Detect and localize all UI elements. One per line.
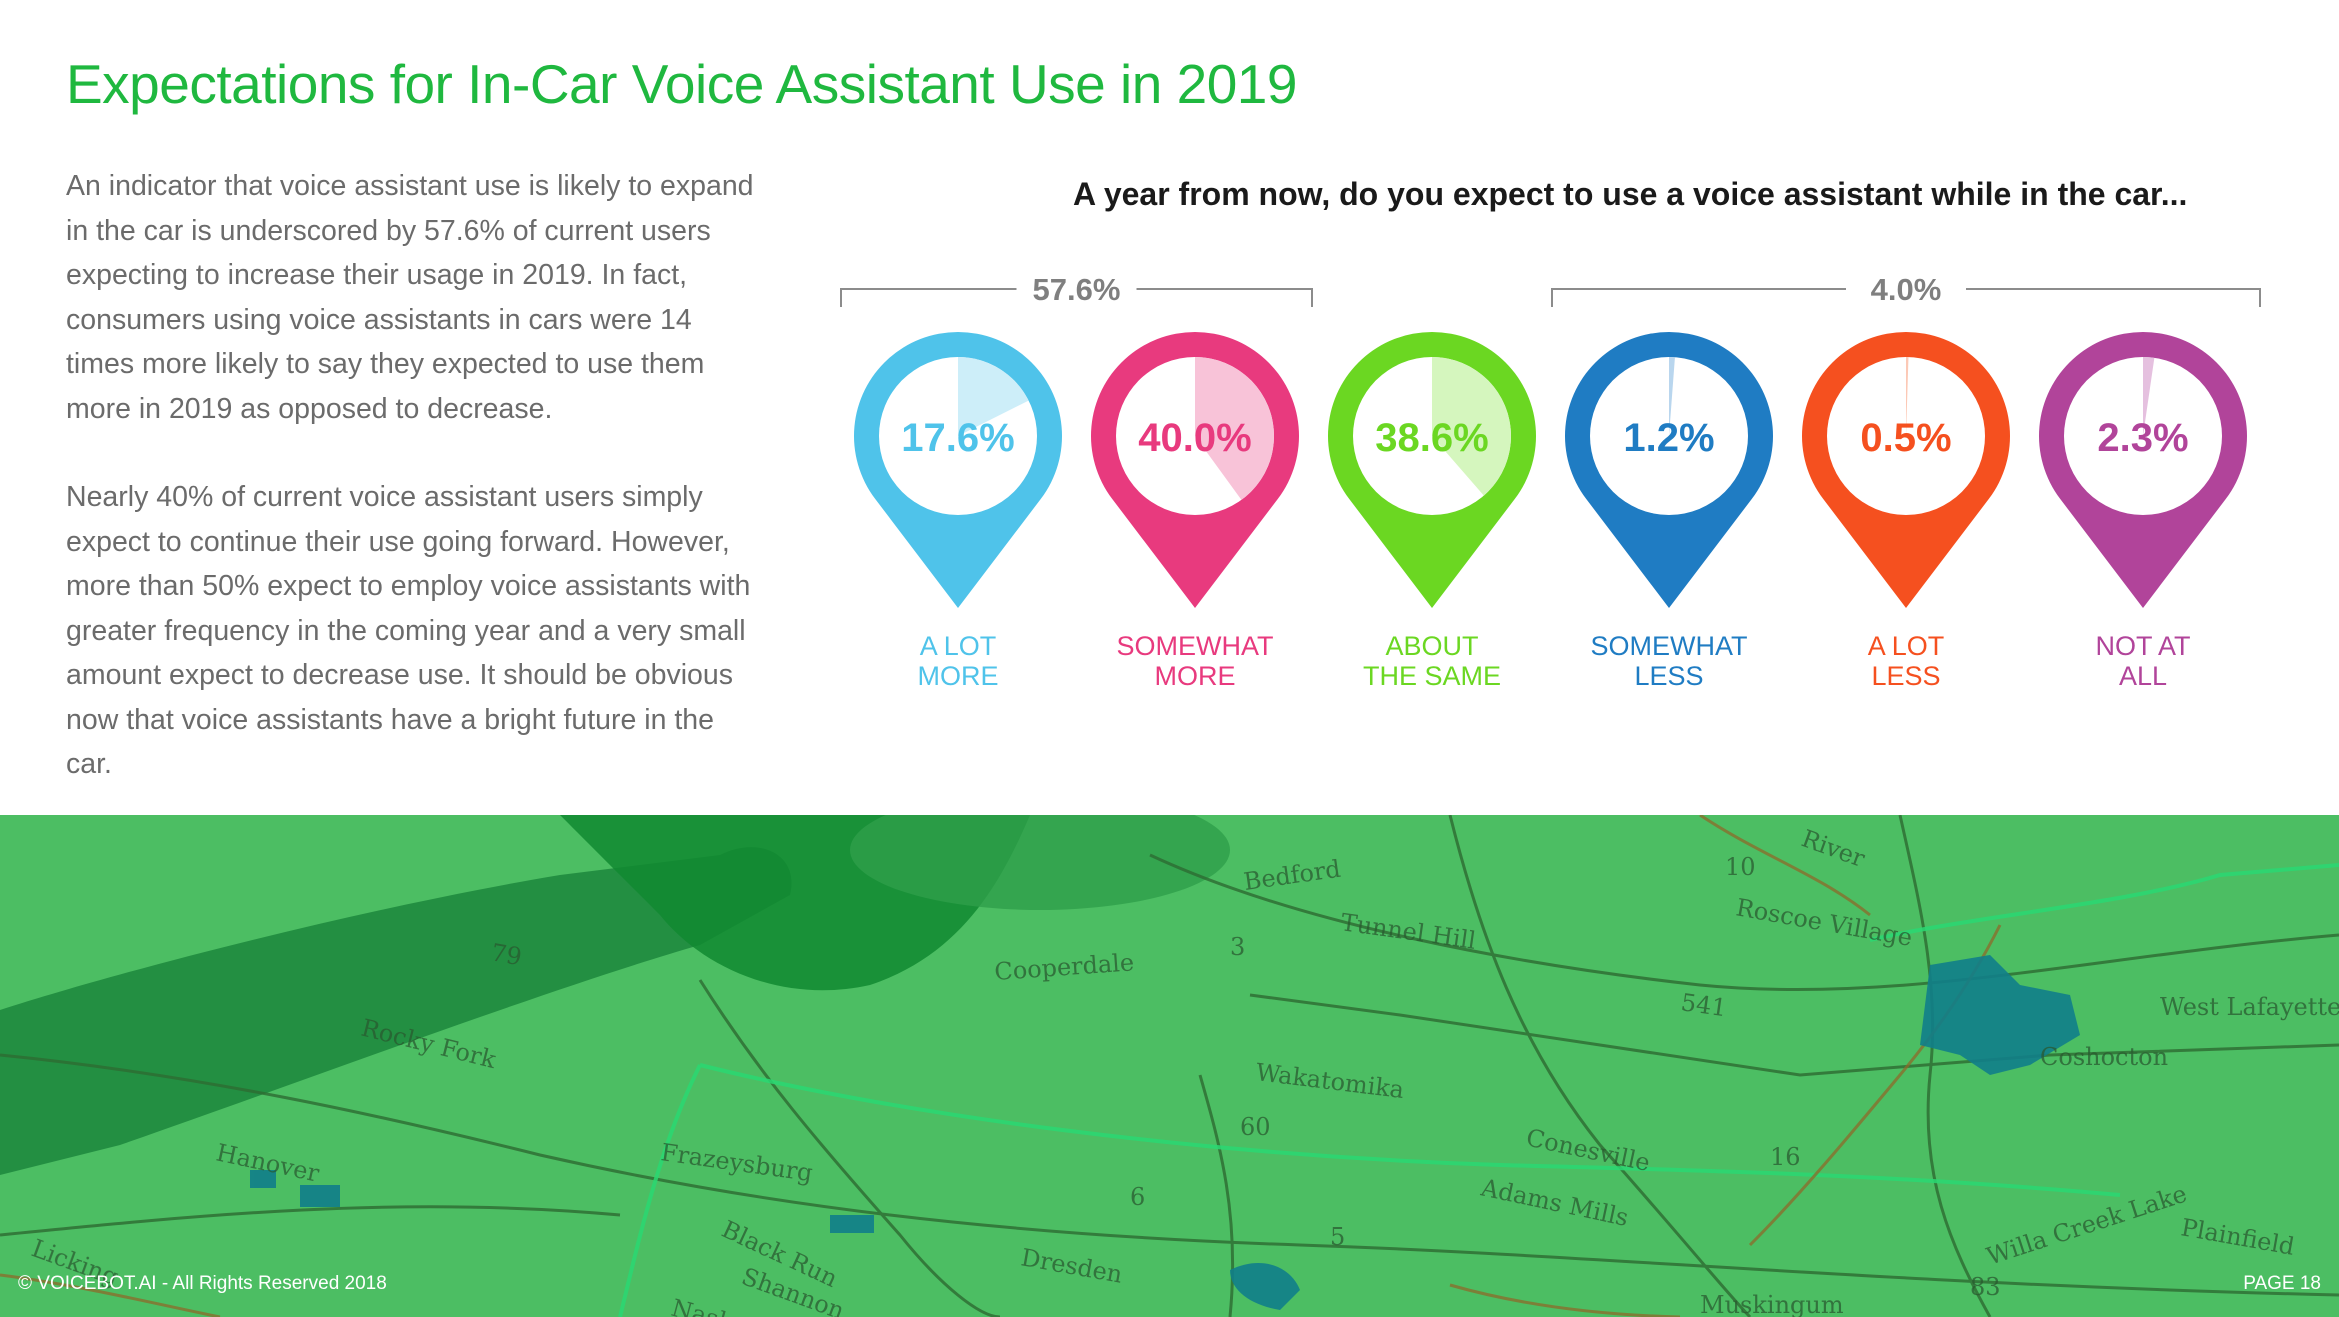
group-total-label: 4.0% [1871, 272, 1942, 307]
category-label: LESS [1634, 661, 1703, 691]
category-label: LESS [1871, 661, 1940, 691]
paragraph-2: Nearly 40% of current voice assistant us… [66, 481, 751, 780]
value-label: 17.6% [901, 416, 1014, 460]
map-label: 83 [1970, 1273, 2001, 1301]
map-label: 10 [1725, 853, 1756, 881]
group-total-label: 57.6% [1033, 272, 1121, 307]
map-label: 3 [1230, 933, 1245, 961]
pin-chart: 17.6%A LOTMORE40.0%SOMEWHATMORE38.6%ABOU… [840, 272, 2261, 691]
value-label: 2.3% [2097, 416, 2188, 460]
category-label: THE SAME [1363, 661, 1501, 691]
category-label: ABOUT [1385, 631, 1478, 661]
category-label: NOT AT [2095, 631, 2190, 661]
pie-slice [1432, 357, 1512, 496]
group-bracket-left [1551, 288, 1846, 307]
pie-slice [1906, 357, 1909, 436]
group-bracket-left [840, 288, 1017, 307]
map-label: 541 [1679, 988, 1728, 1022]
category-label: MORE [1155, 661, 1236, 691]
value-label: 1.2% [1623, 416, 1714, 460]
value-label: 38.6% [1375, 416, 1488, 460]
map-label: 60 [1240, 1113, 1271, 1141]
map-label: 6 [1130, 1183, 1145, 1211]
chart-question: A year from now, do you expect to use a … [1073, 176, 2188, 212]
group-bracket-right [1136, 288, 1313, 307]
map-label: West Lafayette [2160, 993, 2339, 1021]
category-label: SOMEWHAT [1117, 631, 1274, 661]
pie-slice [1195, 357, 1274, 500]
pie-slice [958, 357, 1029, 436]
map-label: Coshocton [2040, 1043, 2168, 1071]
value-label: 40.0% [1138, 416, 1251, 460]
map-label: 5 [1330, 1223, 1345, 1251]
map-label: Muskingum [1700, 1291, 1844, 1317]
page-title: Expectations for In-Car Voice Assistant … [66, 53, 1298, 115]
footer-page-number: PAGE 18 [2243, 1273, 2321, 1294]
map-label: 79 [489, 938, 524, 971]
footer-copyright: © VOICEBOT.AI - All Rights Reserved 2018 [18, 1273, 387, 1294]
category-label: SOMEWHAT [1591, 631, 1748, 661]
map-label: 16 [1770, 1143, 1801, 1171]
category-label: A LOT [920, 631, 997, 661]
value-label: 0.5% [1860, 416, 1951, 460]
category-label: ALL [2119, 661, 2167, 691]
group-bracket-right [1966, 288, 2261, 307]
body-text: An indicator that voice assistant use is… [66, 164, 766, 831]
paragraph-1: An indicator that voice assistant use is… [66, 170, 754, 425]
pie-slice [1669, 357, 1675, 436]
category-label: A LOT [1868, 631, 1945, 661]
category-label: MORE [918, 661, 999, 691]
pie-slice [2143, 357, 2155, 436]
